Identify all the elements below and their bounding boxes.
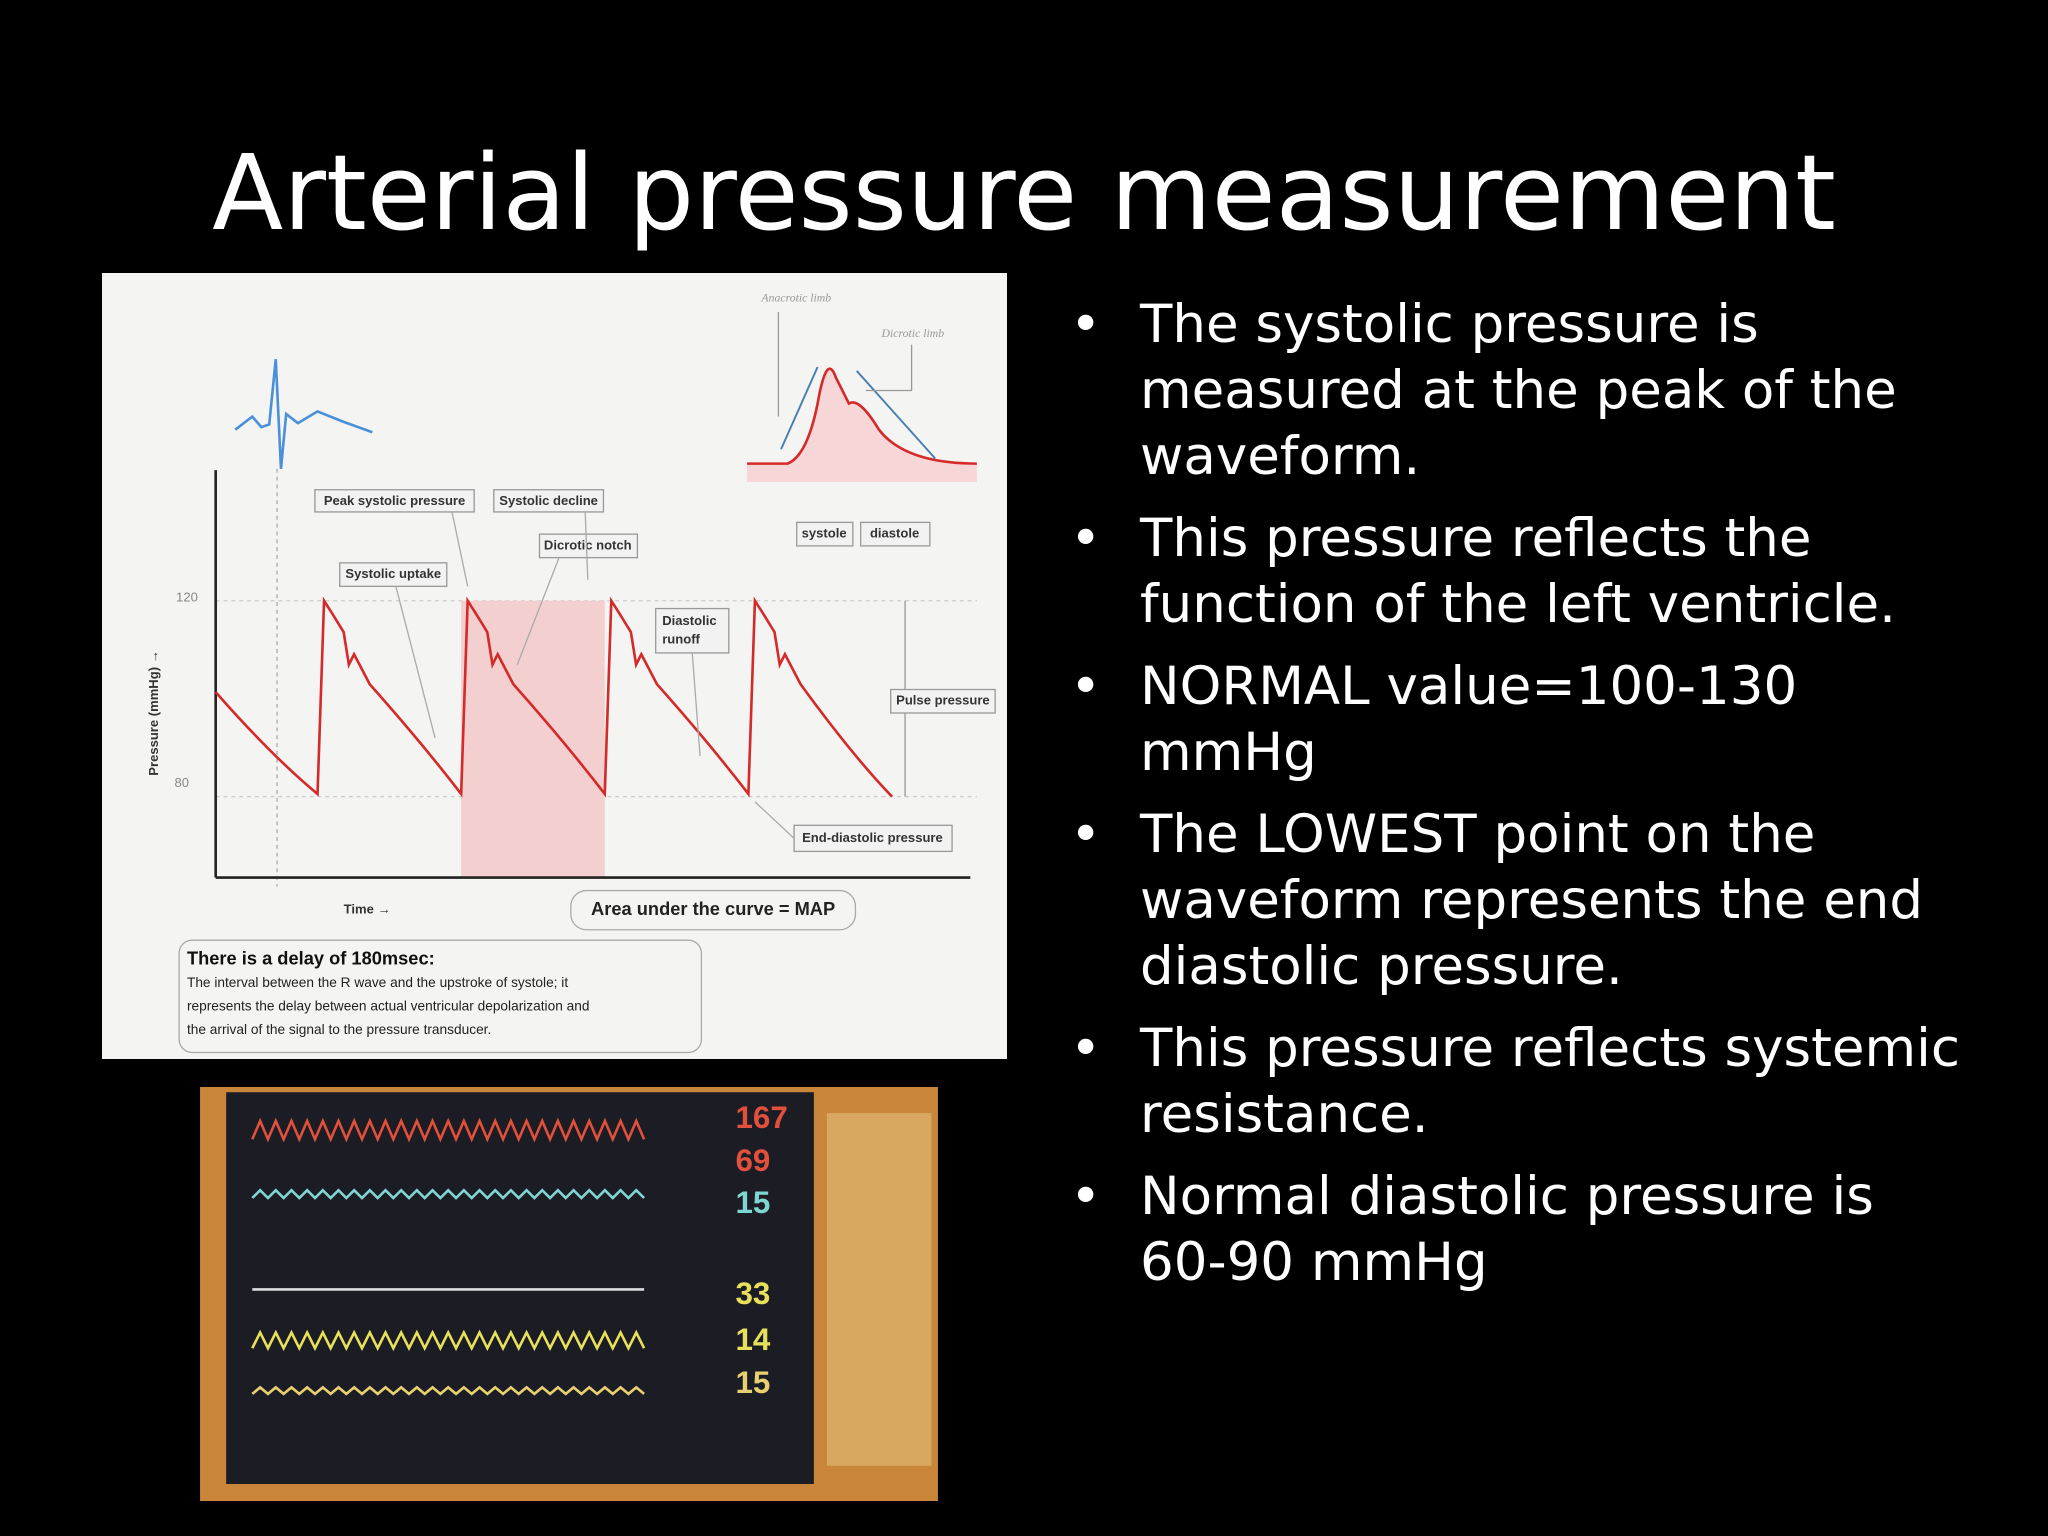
peak-label: Peak systolic pressure — [324, 493, 465, 508]
uptake-label: Systolic uptake — [345, 566, 441, 581]
monitor-wave — [251, 1385, 645, 1396]
label-box — [793, 824, 953, 853]
label-box — [493, 489, 605, 513]
bullet-item: This pressure reflects the function of t… — [1060, 506, 1960, 638]
systole-label: systole — [802, 526, 847, 541]
monitor-readings: 167 69 15 33 14 15 — [736, 1100, 788, 1400]
runoff-label: Diastolic — [662, 613, 716, 628]
bullet-list: The systolic pressure is measured at the… — [1060, 292, 1960, 1312]
bullet-item: This pressure reflects systemic resistan… — [1060, 1016, 1960, 1148]
dicrotic-limb-label: Dicrotic limb — [881, 327, 945, 340]
notch-label: Dicrotic notch — [544, 537, 632, 552]
monitor-buttons — [826, 1113, 932, 1466]
limb-leaders — [777, 312, 913, 417]
slide-title: Arterial pressure measurement — [212, 132, 1836, 254]
monitor-reading: 69 — [736, 1143, 771, 1178]
bullet-item: The systolic pressure is measured at the… — [1060, 292, 1960, 490]
label-box — [339, 562, 448, 588]
delay-title: There is a delay of 180msec: — [187, 948, 435, 969]
label-box — [655, 607, 730, 654]
monitor-photo: 167 69 15 33 14 15 — [200, 1087, 938, 1501]
tick-label: 80 — [174, 775, 189, 790]
monitor-wave — [251, 1329, 646, 1352]
inset-area — [747, 368, 977, 482]
monitor-reading: 15 — [736, 1185, 771, 1220]
bullet-item: Normal diastolic pressure is 60-90 mmHg — [1060, 1164, 1960, 1296]
monitor-wave — [251, 1188, 646, 1200]
label-box — [314, 489, 475, 513]
delay-text: represents the delay between actual vent… — [187, 998, 590, 1013]
monitor-reading: 167 — [736, 1100, 788, 1135]
delay-text: The interval between the R wave and the … — [187, 975, 568, 990]
monitor-reading: 15 — [736, 1365, 771, 1400]
pulse-label: Pulse pressure — [896, 693, 990, 708]
bullet-item: The LOWEST point on the waveform represe… — [1060, 802, 1960, 1000]
limb-arrows — [780, 366, 936, 460]
map-box — [570, 889, 857, 931]
pressure-wave — [214, 596, 893, 798]
pressure-waves — [214, 596, 893, 798]
tick-label: 120 — [176, 590, 198, 605]
monitor-reading: 33 — [736, 1276, 771, 1311]
anacrotic-label: Anacrotic limb — [760, 292, 831, 305]
map-area — [461, 600, 605, 878]
decline-label: Systolic decline — [499, 493, 598, 508]
leader-lines — [395, 511, 795, 839]
inset-wave — [747, 367, 977, 465]
delay-box — [178, 939, 703, 1054]
y-axis-label: Pressure (mmHg) → — [146, 650, 161, 775]
label-box — [796, 521, 854, 547]
bullet-item: NORMAL value=100-130 mmHg — [1060, 654, 1960, 786]
label-box — [890, 688, 996, 714]
label-box — [538, 533, 639, 559]
monitor-reading: 14 — [736, 1322, 771, 1357]
delay-text: the arrival of the signal to the pressur… — [187, 1022, 491, 1037]
end-diastolic-label: End-diastolic pressure — [802, 830, 943, 845]
x-axis-label: Time → — [344, 902, 391, 917]
monitor-wave — [251, 1117, 646, 1143]
diastole-label: diastole — [870, 526, 919, 541]
monitor-waves — [251, 1117, 646, 1396]
ecg-trace — [234, 359, 373, 469]
runoff-label: runoff — [662, 631, 700, 646]
label-box — [860, 521, 931, 547]
waveform-diagram: Anacrotic limb Dicrotic limb Peak systol… — [102, 273, 1007, 1059]
map-label: Area under the curve = MAP — [591, 898, 835, 919]
